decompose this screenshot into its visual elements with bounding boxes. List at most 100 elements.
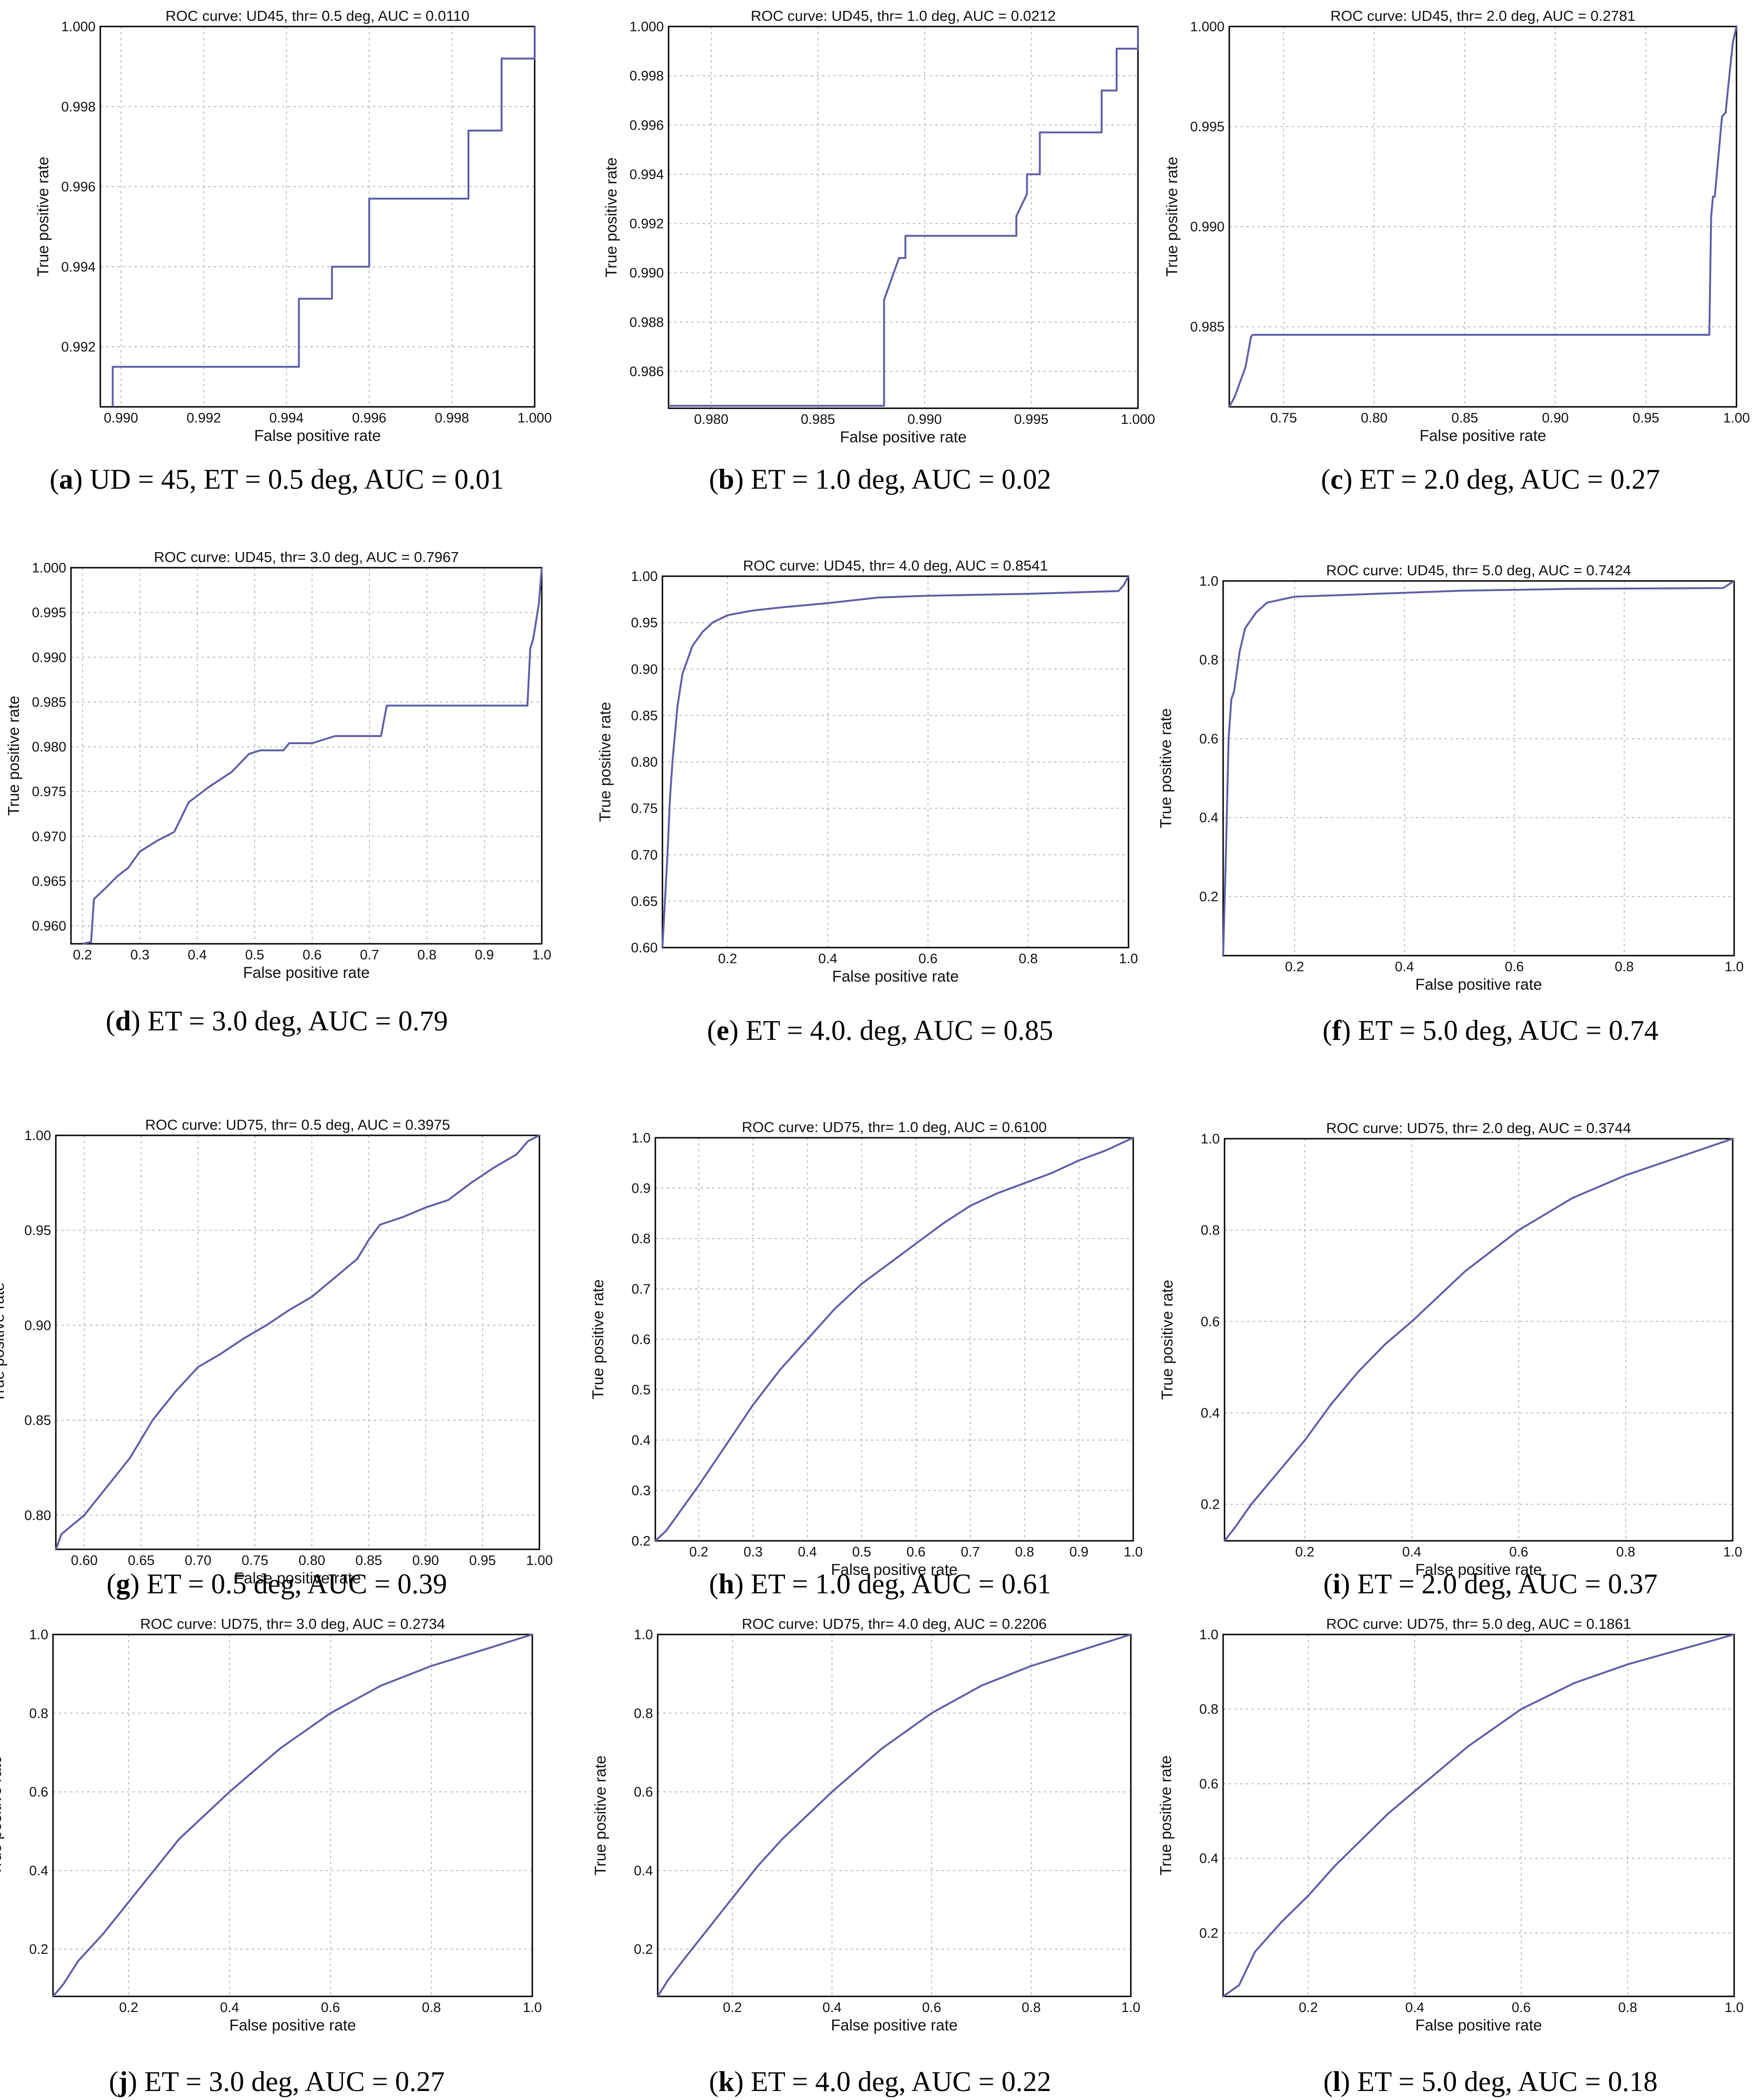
y-tick-label: 0.4	[29, 1863, 48, 1879]
caption-letter: d	[115, 1005, 131, 1037]
plot-title: ROC curve: UD75, thr= 4.0 deg, AUC = 0.2…	[742, 1616, 1047, 1632]
y-axis-label: True positive rate	[591, 1756, 609, 1876]
plot-frame	[52, 1634, 533, 1997]
plot-title: ROC curve: UD45, thr= 4.0 deg, AUC = 0.8…	[743, 557, 1048, 574]
y-tick-label: 0.90	[25, 1318, 51, 1333]
x-tick-label: 0.996	[352, 411, 387, 426]
x-tick-label: 0.7	[360, 948, 379, 963]
roc-curve-line	[1222, 1634, 1735, 1997]
roc-curve-line	[55, 1134, 540, 1550]
y-tick-label: 1.0	[1199, 1627, 1218, 1643]
y-tick-label: 0.6	[632, 1332, 651, 1347]
y-tick-label: 0.996	[61, 180, 96, 195]
caption-text: ET = 5.0 deg, AUC = 0.74	[1351, 1015, 1658, 1046]
y-tick-label: 0.80	[25, 1508, 51, 1523]
caption-text: UD = 45, ET = 0.5 deg, AUC = 0.01	[83, 464, 504, 495]
x-tick-label: 0.2	[1299, 2000, 1318, 2015]
y-axis-label: True positive rate	[1158, 1280, 1176, 1400]
x-axis-label: False positive rate	[840, 428, 967, 446]
x-tick-label: 0.8	[422, 2000, 441, 2015]
y-tick-label: 0.8	[1199, 653, 1218, 668]
y-tick-label: 0.65	[631, 894, 658, 909]
y-tick-label: 0.998	[61, 99, 96, 114]
y-tick-label: 1.0	[632, 1131, 651, 1146]
y-tick-label: 0.2	[632, 1534, 651, 1549]
x-tick-label: 0.7	[961, 1545, 980, 1560]
plot-title: ROC curve: UD45, thr= 1.0 deg, AUC = 0.0…	[751, 8, 1056, 24]
x-tick-label: 1.0	[1725, 2000, 1744, 2015]
x-tick-label: 0.9	[1069, 1545, 1088, 1560]
y-tick-label: 0.2	[634, 1942, 653, 1957]
plot-frame	[654, 1137, 1134, 1542]
roc-panel-a: ROC curve: UD45, thr= 0.5 deg, AUC = 0.0…	[34, 8, 552, 495]
x-tick-label: 1.0	[1723, 1545, 1742, 1560]
caption-text: ET = 2.0 deg, AUC = 0.37	[1350, 1568, 1657, 1599]
y-tick-label: 0.85	[25, 1413, 51, 1428]
panel-caption: (g) ET = 0.5 deg, AUC = 0.39	[106, 1568, 447, 1599]
x-tick-label: 1.00	[1723, 411, 1750, 426]
y-tick-label: 0.2	[1201, 1497, 1220, 1512]
x-tick-label: 0.2	[723, 2000, 742, 2015]
y-axis-label: True positive rate	[589, 1279, 607, 1399]
plot-title: ROC curve: UD45, thr= 5.0 deg, AUC = 0.7…	[1326, 562, 1631, 579]
caption-letter: h	[718, 1568, 734, 1599]
roc-panel-c: ROC curve: UD45, thr= 2.0 deg, AUC = 0.2…	[1163, 8, 1750, 495]
caption-letter: l	[1333, 2066, 1341, 2097]
caption-text: ET = 3.0 deg, AUC = 0.27	[137, 2066, 445, 2097]
roc-panel-k: ROC curve: UD75, thr= 4.0 deg, AUC = 0.2…	[591, 1616, 1140, 2097]
x-tick-label: 0.4	[1402, 1545, 1421, 1560]
y-tick-label: 0.8	[29, 1706, 48, 1721]
roc-panel-d: ROC curve: UD45, thr= 3.0 deg, AUC = 0.7…	[5, 549, 551, 1037]
caption-text: ET = 0.5 deg, AUC = 0.39	[140, 1568, 447, 1599]
x-tick-label: 0.985	[801, 412, 835, 427]
x-tick-label: 0.65	[128, 1553, 154, 1568]
roc-panel-l: ROC curve: UD75, thr= 5.0 deg, AUC = 0.1…	[1157, 1616, 1744, 2097]
roc-curve-line	[52, 1634, 533, 1997]
y-tick-label: 1.000	[1190, 19, 1225, 35]
caption-text: ET = 2.0 deg, AUC = 0.27	[1352, 464, 1660, 495]
x-tick-label: 0.4	[1395, 959, 1414, 975]
x-tick-label: 0.90	[1542, 411, 1569, 426]
x-axis-label: False positive rate	[831, 1561, 958, 1578]
x-tick-label: 0.2	[1295, 1545, 1314, 1560]
y-tick-label: 0.995	[1190, 120, 1225, 135]
x-tick-label: 0.8	[417, 948, 436, 963]
roc-panel-j: ROC curve: UD75, thr= 3.0 deg, AUC = 0.2…	[0, 1616, 542, 2097]
plot-title: ROC curve: UD75, thr= 3.0 deg, AUC = 0.2…	[140, 1616, 445, 1632]
panel-caption: (k) ET = 4.0 deg, AUC = 0.22	[709, 2066, 1051, 2097]
caption-text: ET = 4.0 deg, AUC = 0.22	[744, 2066, 1051, 2097]
x-tick-label: 0.990	[104, 411, 138, 426]
y-axis-label: True positive rate	[596, 702, 614, 822]
y-tick-label: 0.9	[632, 1181, 651, 1196]
x-tick-label: 0.995	[1014, 412, 1049, 427]
plot-title: ROC curve: UD45, thr= 2.0 deg, AUC = 0.2…	[1331, 8, 1635, 24]
roc-panel-g: ROC curve: UD75, thr= 0.5 deg, AUC = 0.3…	[0, 1116, 553, 1599]
caption-text: ET = 1.0 deg, AUC = 0.02	[744, 464, 1051, 495]
y-tick-label: 0.994	[629, 167, 664, 182]
y-tick-label: 0.990	[32, 650, 66, 665]
y-axis-label: True positive rate	[1157, 1756, 1174, 1876]
x-tick-label: 0.5	[245, 948, 264, 963]
x-axis-label: False positive rate	[234, 1569, 361, 1587]
roc-curve-line	[669, 26, 1139, 407]
y-tick-label: 0.965	[32, 874, 66, 889]
y-tick-label: 1.000	[32, 561, 66, 576]
y-tick-label: 0.992	[629, 217, 664, 232]
y-tick-label: 0.8	[634, 1706, 653, 1721]
plot-frame	[55, 1134, 540, 1550]
y-tick-label: 0.2	[1199, 889, 1218, 905]
caption-letter: b	[718, 464, 734, 495]
x-tick-label: 0.990	[908, 412, 942, 427]
x-tick-label: 0.2	[73, 948, 92, 963]
plot-frame	[661, 575, 1129, 949]
y-tick-label: 0.6	[1199, 731, 1218, 747]
roc-curve-line	[661, 576, 1129, 948]
x-tick-label: 0.75	[242, 1553, 268, 1568]
x-tick-label: 0.6	[918, 951, 937, 967]
y-tick-label: 1.0	[1199, 574, 1218, 589]
x-tick-label: 0.6	[321, 2000, 340, 2015]
roc-panel-f: ROC curve: UD45, thr= 5.0 deg, AUC = 0.7…	[1157, 562, 1744, 1046]
x-axis-label: False positive rate	[254, 427, 381, 444]
y-tick-label: 0.970	[32, 829, 66, 844]
x-tick-label: 0.992	[186, 411, 221, 426]
